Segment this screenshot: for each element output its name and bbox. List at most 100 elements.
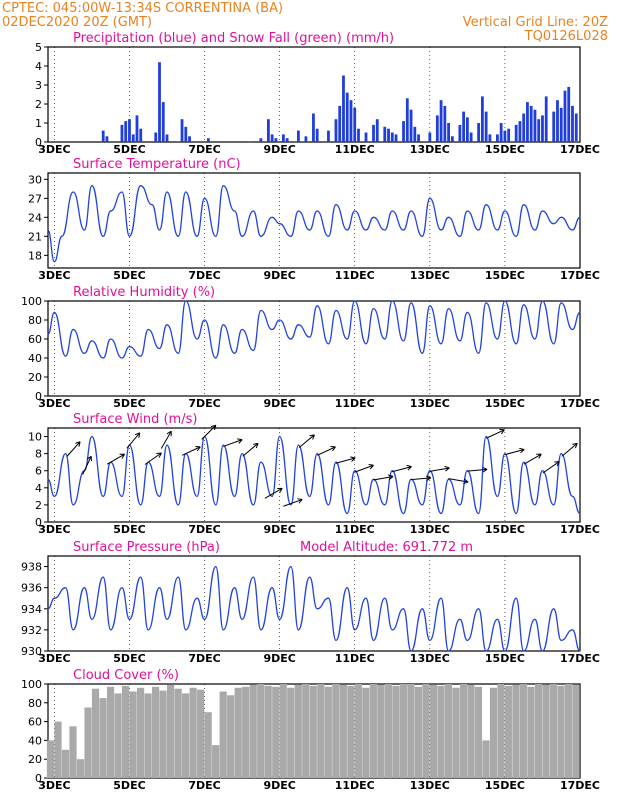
precip-bar bbox=[541, 115, 544, 142]
rh-data-point bbox=[53, 311, 55, 313]
wind-arrow bbox=[561, 442, 578, 457]
temp-xtick-label: 3DEC bbox=[38, 269, 70, 282]
rh-data-point bbox=[346, 338, 348, 340]
wind-data-point bbox=[91, 435, 93, 438]
snow-bar bbox=[574, 141, 578, 142]
rh-ytick-label: 0 bbox=[35, 390, 42, 403]
cloud-bar bbox=[106, 686, 115, 778]
temp-data-point bbox=[440, 229, 442, 231]
rh-data-point bbox=[297, 324, 300, 326]
pressure-title: Surface Pressure (hPa) bbox=[73, 540, 220, 555]
pressure-ytick-label: 932 bbox=[21, 624, 42, 637]
temp-data-point bbox=[203, 197, 206, 199]
precip-bar bbox=[518, 121, 522, 142]
rh-data-point bbox=[185, 300, 187, 302]
rh-data-point bbox=[384, 338, 386, 340]
rh-data-point bbox=[177, 352, 179, 354]
cloud-bar bbox=[332, 684, 340, 778]
rh-data-point bbox=[504, 300, 506, 302]
cloud-bar bbox=[99, 698, 107, 778]
wind-data-point bbox=[53, 495, 55, 497]
pressure-data-point bbox=[158, 587, 161, 589]
rh-data-point bbox=[158, 347, 161, 350]
pressure-data-point bbox=[504, 650, 506, 652]
wind-xtick-label: 7DEC bbox=[188, 523, 220, 536]
pressure-data-point bbox=[335, 639, 337, 642]
rh-data-point bbox=[410, 302, 412, 304]
precip-bar bbox=[507, 128, 511, 142]
cloud-bar bbox=[182, 693, 190, 778]
wind-data-point bbox=[65, 453, 67, 455]
wind-data-point bbox=[196, 495, 198, 497]
temp-data-point bbox=[354, 210, 356, 212]
pressure-data-point bbox=[203, 618, 206, 620]
precip-ytick-label: 2 bbox=[35, 98, 42, 111]
wind-arrow-head bbox=[330, 446, 336, 452]
precip-ytick-label: 5 bbox=[35, 41, 42, 54]
pressure-data-point bbox=[309, 576, 311, 578]
precip-bar bbox=[349, 100, 353, 142]
pressure-data-point bbox=[485, 650, 487, 652]
precip-xtick-label: 9DEC bbox=[263, 143, 295, 156]
rh-data-point bbox=[252, 349, 254, 351]
wind-data-point bbox=[140, 504, 142, 506]
wind-arrow bbox=[448, 478, 469, 483]
cloud-bar bbox=[204, 712, 212, 778]
pressure-data-point bbox=[447, 650, 450, 652]
temp-data-point bbox=[83, 229, 86, 231]
temp-data-point bbox=[61, 235, 63, 237]
precip-bar bbox=[387, 128, 390, 142]
precip-bar bbox=[567, 86, 571, 142]
precip-bar bbox=[124, 121, 128, 142]
pressure-data-point bbox=[384, 597, 386, 599]
pressure-data-point bbox=[121, 587, 123, 589]
rh-data-point bbox=[372, 308, 375, 310]
temp-data-point bbox=[523, 204, 525, 206]
precip-bar bbox=[556, 100, 559, 142]
cloud-bar bbox=[121, 685, 130, 778]
cloud-xtick-label: 11DEC bbox=[335, 779, 375, 792]
cloud-bar bbox=[324, 686, 332, 778]
precip-bar bbox=[158, 62, 161, 143]
precip-bar bbox=[394, 134, 398, 142]
temp-data-point bbox=[478, 229, 480, 231]
cloud-bar bbox=[519, 684, 528, 778]
wind-arrow bbox=[201, 424, 217, 440]
pressure-data-point bbox=[571, 629, 574, 631]
temp-data-point bbox=[309, 229, 311, 231]
cloud-bar bbox=[512, 684, 520, 778]
precip-bar bbox=[180, 119, 184, 142]
wind-panel: Surface Wind (m/s) 0 2 4 6 8 10 3DEC 5DEC 7DEC 9DE… bbox=[28, 412, 600, 536]
rh-data-point bbox=[327, 343, 330, 345]
rh-data-point bbox=[496, 338, 499, 340]
cloud-bar bbox=[257, 684, 265, 778]
rh-data-point bbox=[485, 302, 487, 304]
cloud-ytick-label: 80 bbox=[28, 697, 42, 710]
pressure-data-point bbox=[147, 629, 149, 631]
header: CPTEC: 045:00W-13:34S CORRENTINA (BA) 02… bbox=[2, 1, 608, 44]
header-model-id: TQ0126L028 bbox=[524, 29, 608, 44]
temp-xtick-label: 17DEC bbox=[560, 269, 600, 282]
wind-data-point bbox=[72, 504, 74, 506]
panels: Precipitation (blue) and Snow Fall (gree… bbox=[21, 31, 600, 792]
precip-bar bbox=[574, 113, 578, 142]
pressure-panel: Surface Pressure (hPa) Model Altitude: 69… bbox=[21, 540, 600, 665]
cloud-bar bbox=[167, 684, 175, 778]
precip-bar bbox=[447, 123, 450, 142]
precip-ytick-label: 3 bbox=[35, 79, 42, 92]
wind-arrow bbox=[160, 430, 172, 449]
wind-frame bbox=[47, 427, 581, 523]
wind-ytick-label: 10 bbox=[28, 431, 42, 444]
precip-bar bbox=[469, 132, 473, 142]
rh-data-point bbox=[215, 357, 217, 359]
rh-data-point bbox=[279, 319, 281, 321]
cloud-bar bbox=[474, 686, 483, 778]
cloud-xtick-label: 5DEC bbox=[113, 779, 145, 792]
wind-arrow-head bbox=[482, 466, 488, 473]
precip-xtick-label: 11DEC bbox=[335, 143, 375, 156]
precip-title: Precipitation (blue) and Snow Fall (gree… bbox=[73, 31, 394, 46]
temp-data-point bbox=[553, 223, 555, 225]
pressure-data-point bbox=[459, 618, 461, 620]
temp-data-point bbox=[241, 235, 243, 237]
